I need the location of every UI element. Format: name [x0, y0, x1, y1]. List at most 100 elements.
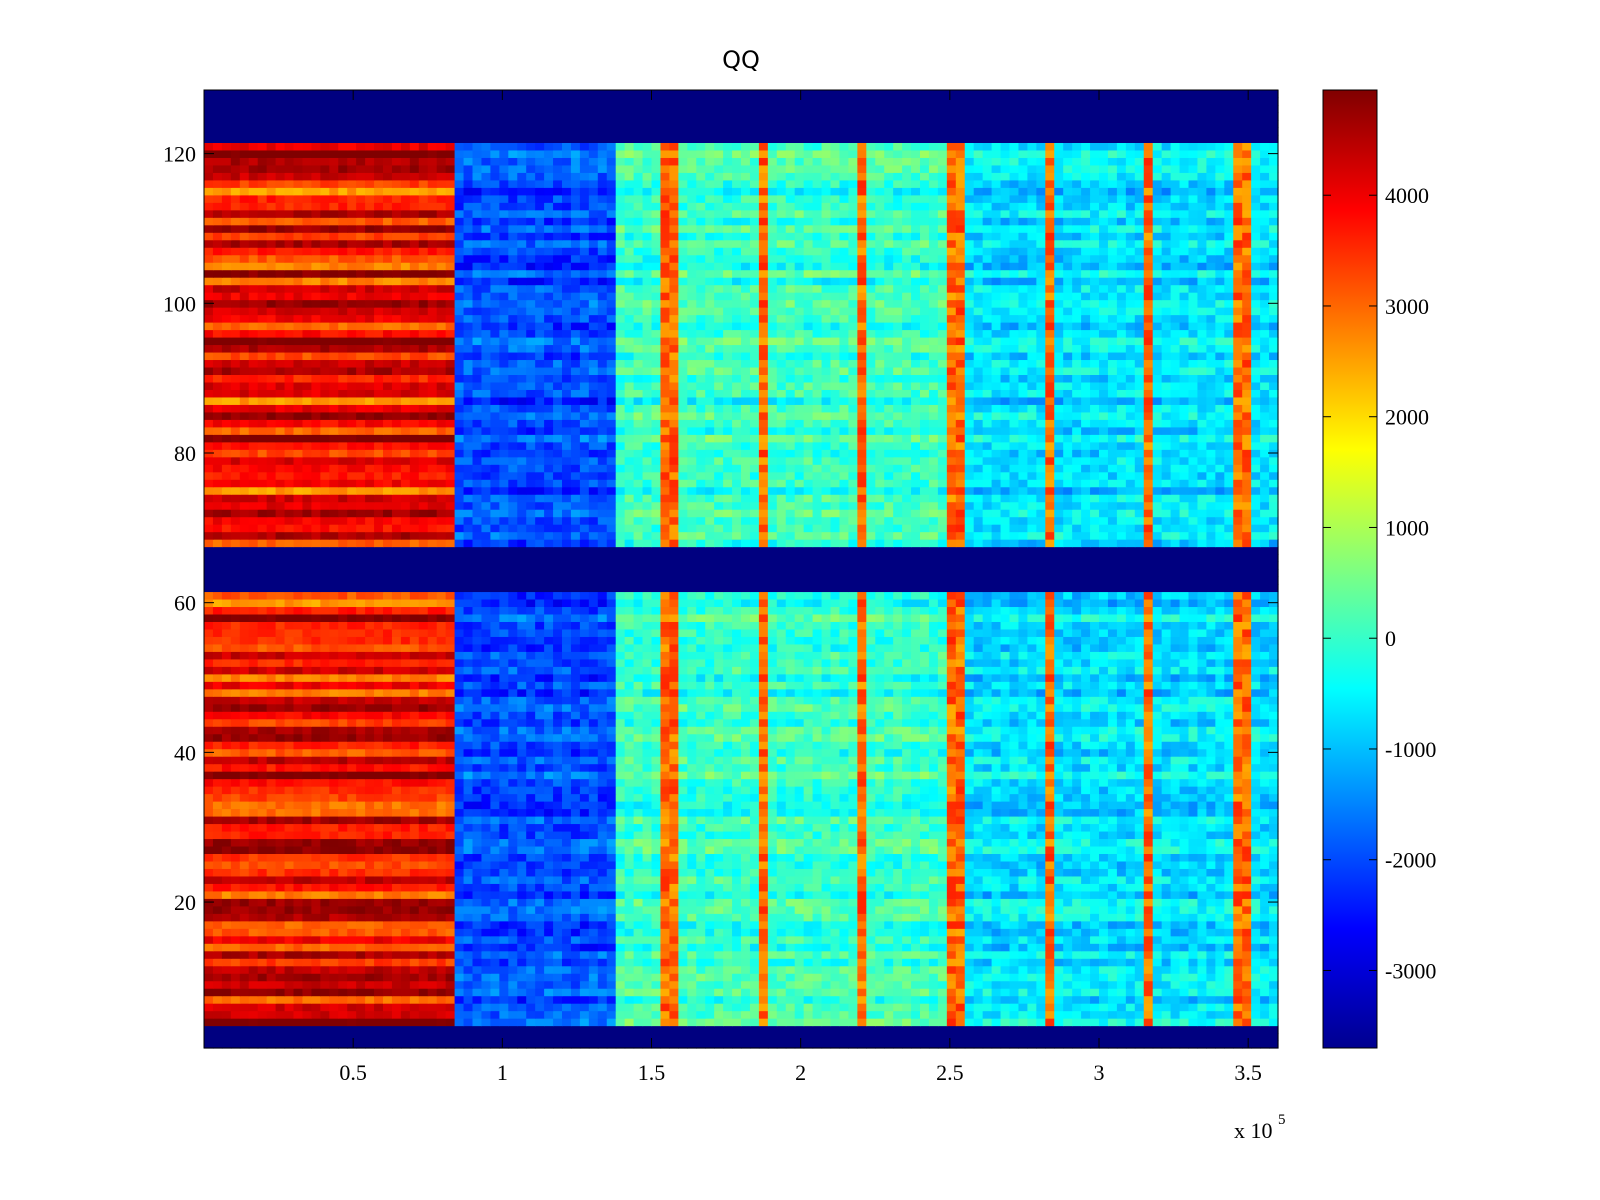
heatmap-cell: [570, 771, 581, 780]
heatmap-cell: [1251, 928, 1261, 937]
heatmap-cell: [687, 928, 697, 937]
heatmap-cell: [669, 913, 679, 922]
heatmap-cell: [741, 958, 751, 967]
heatmap-cell: [347, 988, 357, 997]
heatmap-cell: [1045, 935, 1055, 944]
heatmap-cell: [248, 1033, 259, 1042]
heatmap-cell: [928, 905, 939, 914]
heatmap-cell: [920, 815, 930, 825]
heatmap-cell: [570, 950, 581, 959]
heatmap-cell: [302, 920, 312, 929]
heatmap-cell: [374, 778, 384, 787]
heatmap-cell: [454, 860, 465, 869]
heatmap-cell: [1152, 771, 1163, 780]
heatmap-cell: [374, 868, 384, 877]
heatmap-cell: [1072, 1033, 1082, 1042]
heatmap-cell: [284, 786, 295, 795]
heatmap-cell: [1242, 845, 1252, 854]
heatmap-cell: [982, 980, 993, 989]
heatmap-cell: [785, 830, 796, 840]
heatmap-cell: [803, 868, 814, 877]
heatmap-cell: [1081, 1025, 1091, 1034]
heatmap-cell: [570, 853, 581, 862]
heatmap-cell: [615, 875, 626, 884]
heatmap-cell: [821, 756, 832, 765]
heatmap-cell: [391, 935, 402, 944]
heatmap-cell: [794, 845, 805, 854]
heatmap-cell: [1260, 815, 1270, 825]
heatmap-cell: [544, 973, 554, 982]
heatmap-cell: [821, 845, 832, 854]
heatmap-cell: [830, 815, 841, 825]
heatmap-cell: [803, 943, 814, 952]
heatmap-cell: [615, 801, 626, 810]
heatmap-cell: [1143, 838, 1154, 847]
heatmap-cell: [1215, 801, 1225, 810]
heatmap-cell: [642, 1018, 653, 1027]
heatmap-cell: [696, 920, 706, 929]
heatmap-cell: [875, 875, 885, 884]
heatmap-cell: [499, 771, 509, 780]
heatmap-cell: [221, 950, 232, 959]
heatmap-cell: [579, 1018, 590, 1027]
heatmap-cell: [1072, 935, 1082, 944]
heatmap-cell: [1188, 913, 1199, 922]
heatmap-cell: [714, 913, 724, 922]
heatmap-cell: [526, 875, 536, 884]
heatmap-cell: [991, 808, 1002, 817]
heatmap-cell: [1152, 958, 1163, 967]
heatmap-cell: [651, 778, 662, 787]
heatmap-cell: [320, 980, 330, 989]
heatmap-cell: [266, 1003, 277, 1012]
heatmap-cell: [1054, 928, 1064, 937]
heatmap-cell: [454, 875, 465, 884]
heatmap-cell: [391, 801, 402, 810]
heatmap-cell: [204, 958, 214, 967]
heatmap-cell: [705, 815, 715, 825]
heatmap-cell: [544, 763, 554, 772]
heatmap-cell: [383, 1018, 393, 1027]
heatmap-cell: [1125, 965, 1136, 974]
heatmap-cell: [1116, 898, 1127, 907]
heatmap-cell: [651, 1025, 662, 1034]
heatmap-cell: [1242, 988, 1252, 997]
heatmap-cell: [508, 1003, 518, 1012]
heatmap-cell: [1054, 778, 1064, 787]
heatmap-cell: [463, 853, 474, 862]
heatmap-cell: [606, 935, 617, 944]
heatmap-cell: [553, 786, 563, 795]
heatmap-cell: [1009, 935, 1020, 944]
heatmap-cell: [562, 890, 572, 899]
heatmap-cell: [365, 973, 375, 982]
heatmap-cell: [562, 913, 572, 922]
heatmap-cell: [749, 1003, 760, 1012]
heatmap-cell: [794, 786, 805, 795]
heatmap-cell: [293, 958, 304, 967]
heatmap-cell: [669, 793, 679, 802]
heatmap-cell: [1161, 1040, 1172, 1049]
heatmap-cell: [1170, 1010, 1181, 1019]
heatmap-cell: [463, 741, 474, 750]
heatmap-cell: [964, 965, 975, 974]
heatmap-cell: [982, 890, 993, 899]
heatmap-cell: [1233, 868, 1243, 877]
heatmap-cell: [454, 905, 465, 914]
heatmap-cell: [239, 845, 250, 854]
heatmap-cell: [248, 898, 259, 907]
heatmap-cell: [669, 741, 679, 750]
heatmap-cell: [973, 860, 984, 869]
heatmap-cell: [1072, 920, 1082, 929]
heatmap-cell: [1125, 898, 1136, 907]
heatmap-cell: [284, 973, 295, 982]
heatmap-cell: [857, 1018, 867, 1027]
heatmap-cell: [1161, 973, 1172, 982]
heatmap-cell: [1045, 1033, 1055, 1042]
heatmap-cell: [1152, 875, 1163, 884]
heatmap-cell: [660, 786, 670, 795]
heatmap-cell: [454, 823, 465, 832]
heatmap-cell: [490, 988, 500, 997]
heatmap-cell: [821, 838, 832, 847]
heatmap-cell: [1090, 905, 1100, 914]
heatmap-cell: [821, 995, 832, 1004]
heatmap-cell: [982, 786, 993, 795]
